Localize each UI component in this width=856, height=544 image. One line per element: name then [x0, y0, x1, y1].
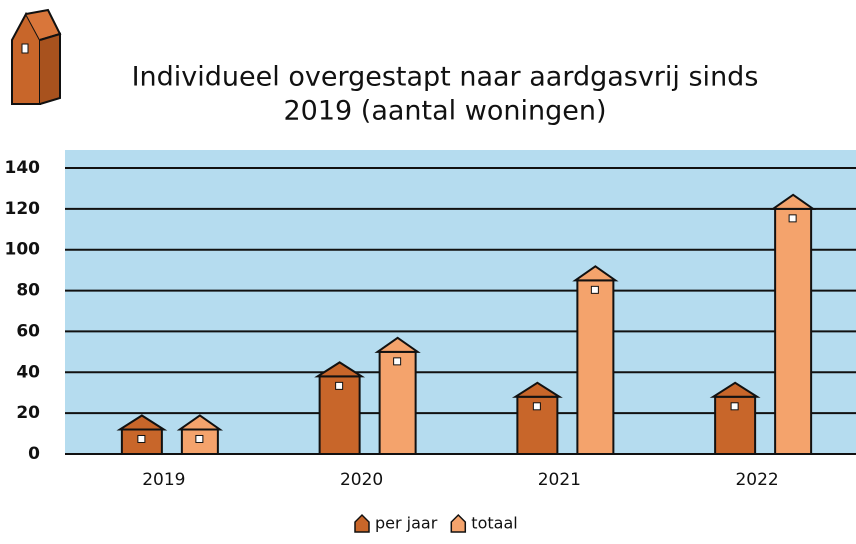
x-tick-label: 2021 — [538, 470, 581, 490]
window — [731, 403, 738, 410]
legend-marker — [355, 515, 369, 532]
y-tick-label: 100 — [5, 240, 41, 260]
x-tick-label: 2019 — [142, 470, 185, 490]
y-tick-label: 40 — [16, 362, 40, 382]
y-tick-label: 20 — [16, 403, 40, 423]
x-tick-label: 2022 — [735, 470, 778, 490]
window — [138, 435, 145, 442]
y-tick-label: 0 — [28, 444, 40, 464]
window — [533, 403, 540, 410]
y-tick-label: 80 — [16, 281, 40, 301]
window — [196, 435, 203, 442]
x-tick-label: 2020 — [340, 470, 383, 490]
legend-marker — [451, 515, 465, 532]
legend-label: per jaar — [375, 514, 438, 533]
chart-title: Individueel overgestapt naar aardgasvrij… — [132, 62, 759, 93]
y-tick-label: 140 — [5, 158, 41, 178]
window — [394, 358, 401, 365]
legend-label: totaal — [471, 514, 517, 533]
chart: Individueel overgestapt naar aardgasvrij… — [0, 0, 856, 544]
bar — [577, 280, 613, 454]
bar — [775, 209, 811, 454]
window — [591, 286, 598, 293]
window — [789, 215, 796, 222]
bar — [380, 352, 416, 454]
y-tick-label: 120 — [5, 199, 41, 219]
chart-title: 2019 (aantal woningen) — [284, 96, 607, 127]
window — [336, 382, 343, 389]
house-icon — [12, 10, 60, 104]
y-tick-label: 60 — [16, 321, 40, 341]
